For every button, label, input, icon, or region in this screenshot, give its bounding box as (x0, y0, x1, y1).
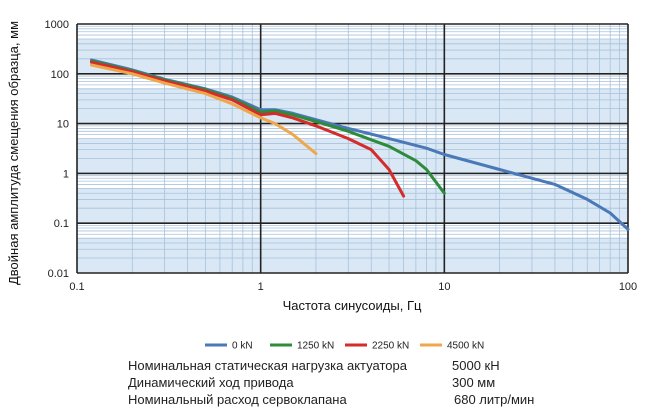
y-tick-label: 100 (51, 69, 69, 81)
legend-label-3: 4500 kN (447, 341, 484, 352)
series-line-3 (90, 63, 318, 156)
y-axis-title: Двойная амплитуда смещения образца, мм (6, 21, 21, 285)
x-tick-label: 100 (619, 281, 637, 293)
spec-label-flow: Номинальный расход сервоклапана (128, 392, 347, 407)
spec-label-load: Номинальная статическая нагрузка актуато… (128, 358, 407, 373)
spec-label-stroke: Динамический ход привода (128, 375, 294, 390)
y-tick-label: 0.1 (54, 218, 69, 230)
legend: 0 kN 1250 kN 2250 kN 4500 kN (205, 341, 484, 352)
y-tick-label: 1000 (45, 19, 69, 31)
legend-label-0: 0 kN (232, 341, 253, 352)
x-tick-label: 10 (438, 281, 450, 293)
legend-label-1: 1250 kN (297, 341, 334, 352)
spec-value-load: 5000 кН (452, 358, 500, 373)
legend-label-2: 2250 kN (372, 341, 409, 352)
major-grid-lines (76, 23, 629, 274)
spec-value-stroke: 300 мм (452, 375, 496, 390)
band-decade (77, 138, 628, 174)
band-decade (77, 88, 628, 124)
x-tick-label: 1 (258, 281, 264, 293)
band-decade (77, 38, 628, 74)
x-axis-title: Частота синусоиды, Гц (283, 298, 422, 313)
y-tick-label: 0.01 (48, 268, 69, 280)
grid-lines (77, 24, 628, 273)
band-decade (77, 238, 628, 273)
y-tick-label: 10 (57, 119, 69, 131)
series-lines (90, 58, 630, 231)
x-tick-labels: 0.1 1 10 100 (69, 281, 637, 293)
x-tick-label: 0.1 (69, 281, 84, 293)
band-decade (77, 188, 628, 224)
y-tick-label: 1 (63, 168, 69, 180)
plot-bands (77, 38, 628, 273)
y-tick-labels: 0.01 0.1 1 10 100 1000 (45, 19, 69, 280)
spec-value-flow: 680 литр/мин (454, 392, 535, 407)
series-line-2 (90, 60, 406, 198)
